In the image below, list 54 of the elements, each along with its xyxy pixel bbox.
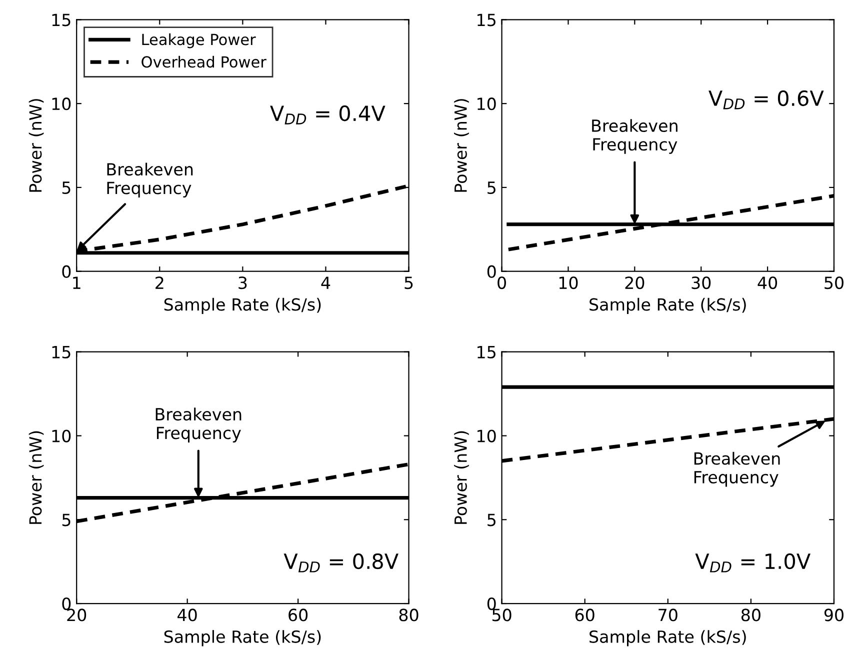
y-tick-label: 10 bbox=[52, 430, 71, 442]
x-tick-label: 40 bbox=[178, 608, 197, 622]
annotation: Breakeven Frequency bbox=[107, 162, 193, 198]
x-tick-label: 2 bbox=[156, 276, 164, 289]
y-tick-label: 0 bbox=[62, 597, 71, 610]
x-tick-label: 4 bbox=[321, 276, 330, 289]
x-tick-label: 40 bbox=[758, 276, 778, 290]
x-tick-label: 1 bbox=[73, 276, 80, 289]
x-tick-label: 30 bbox=[692, 276, 711, 290]
x-tick-label: 50 bbox=[824, 276, 844, 290]
annotation: Breakeven Frequency bbox=[694, 452, 780, 487]
y-axis-title: Power (nW) bbox=[28, 99, 44, 192]
annotation: V$_{DD}$ = 0.4V bbox=[270, 105, 386, 124]
annotation: V$_{DD}$ = 1.0V bbox=[695, 553, 810, 572]
x-tick-label: 3 bbox=[238, 276, 247, 290]
y-tick-label: 10 bbox=[478, 430, 496, 442]
y-axis-title: Power (nW) bbox=[454, 99, 469, 192]
x-axis-title: Sample Rate (kS/s) bbox=[164, 298, 321, 314]
y-axis-title: Power (nW) bbox=[454, 431, 469, 524]
annotation: Breakeven Frequency bbox=[156, 408, 242, 442]
y-tick-label: 10 bbox=[52, 98, 71, 110]
y-tick-label: 5 bbox=[62, 514, 70, 526]
y-tick-label: 0 bbox=[487, 265, 496, 278]
y-tick-label: 15 bbox=[52, 346, 70, 358]
x-tick-label: 80 bbox=[741, 608, 760, 622]
x-tick-label: 60 bbox=[575, 608, 594, 622]
x-tick-label: 0 bbox=[498, 276, 506, 290]
x-axis-title: Sample Rate (kS/s) bbox=[590, 298, 746, 314]
x-tick-label: 60 bbox=[288, 608, 308, 622]
legend-label: Leakage Power bbox=[142, 33, 256, 48]
x-tick-label: 90 bbox=[824, 608, 844, 622]
annotation: Breakeven Frequency bbox=[592, 119, 678, 154]
y-axis-title: Power (nW) bbox=[28, 431, 44, 524]
x-tick-label: 5 bbox=[404, 276, 413, 290]
y-tick-label: 15 bbox=[478, 346, 496, 358]
x-tick-label: 20 bbox=[625, 276, 644, 290]
annotation: V$_{DD}$ = 0.6V bbox=[708, 90, 824, 110]
x-axis-title: Sample Rate (kS/s) bbox=[164, 630, 321, 646]
y-tick-label: 5 bbox=[62, 182, 70, 194]
y-tick-label: 0 bbox=[62, 265, 71, 278]
x-tick-label: 70 bbox=[658, 608, 678, 622]
y-tick-label: 5 bbox=[488, 182, 496, 194]
x-axis-title: Sample Rate (kS/s) bbox=[590, 630, 746, 646]
y-tick-label: 15 bbox=[478, 14, 496, 26]
x-tick-label: 10 bbox=[559, 276, 578, 290]
y-tick-label: 10 bbox=[478, 98, 496, 110]
legend-label: Overhead Power bbox=[142, 56, 266, 68]
annotation: V$_{DD}$ = 0.8V bbox=[284, 553, 398, 572]
x-tick-label: 50 bbox=[492, 608, 512, 622]
x-tick-label: 20 bbox=[67, 608, 86, 622]
y-tick-label: 0 bbox=[487, 597, 496, 610]
y-tick-label: 5 bbox=[488, 514, 496, 526]
x-tick-label: 80 bbox=[399, 608, 418, 622]
y-tick-label: 15 bbox=[52, 14, 70, 26]
